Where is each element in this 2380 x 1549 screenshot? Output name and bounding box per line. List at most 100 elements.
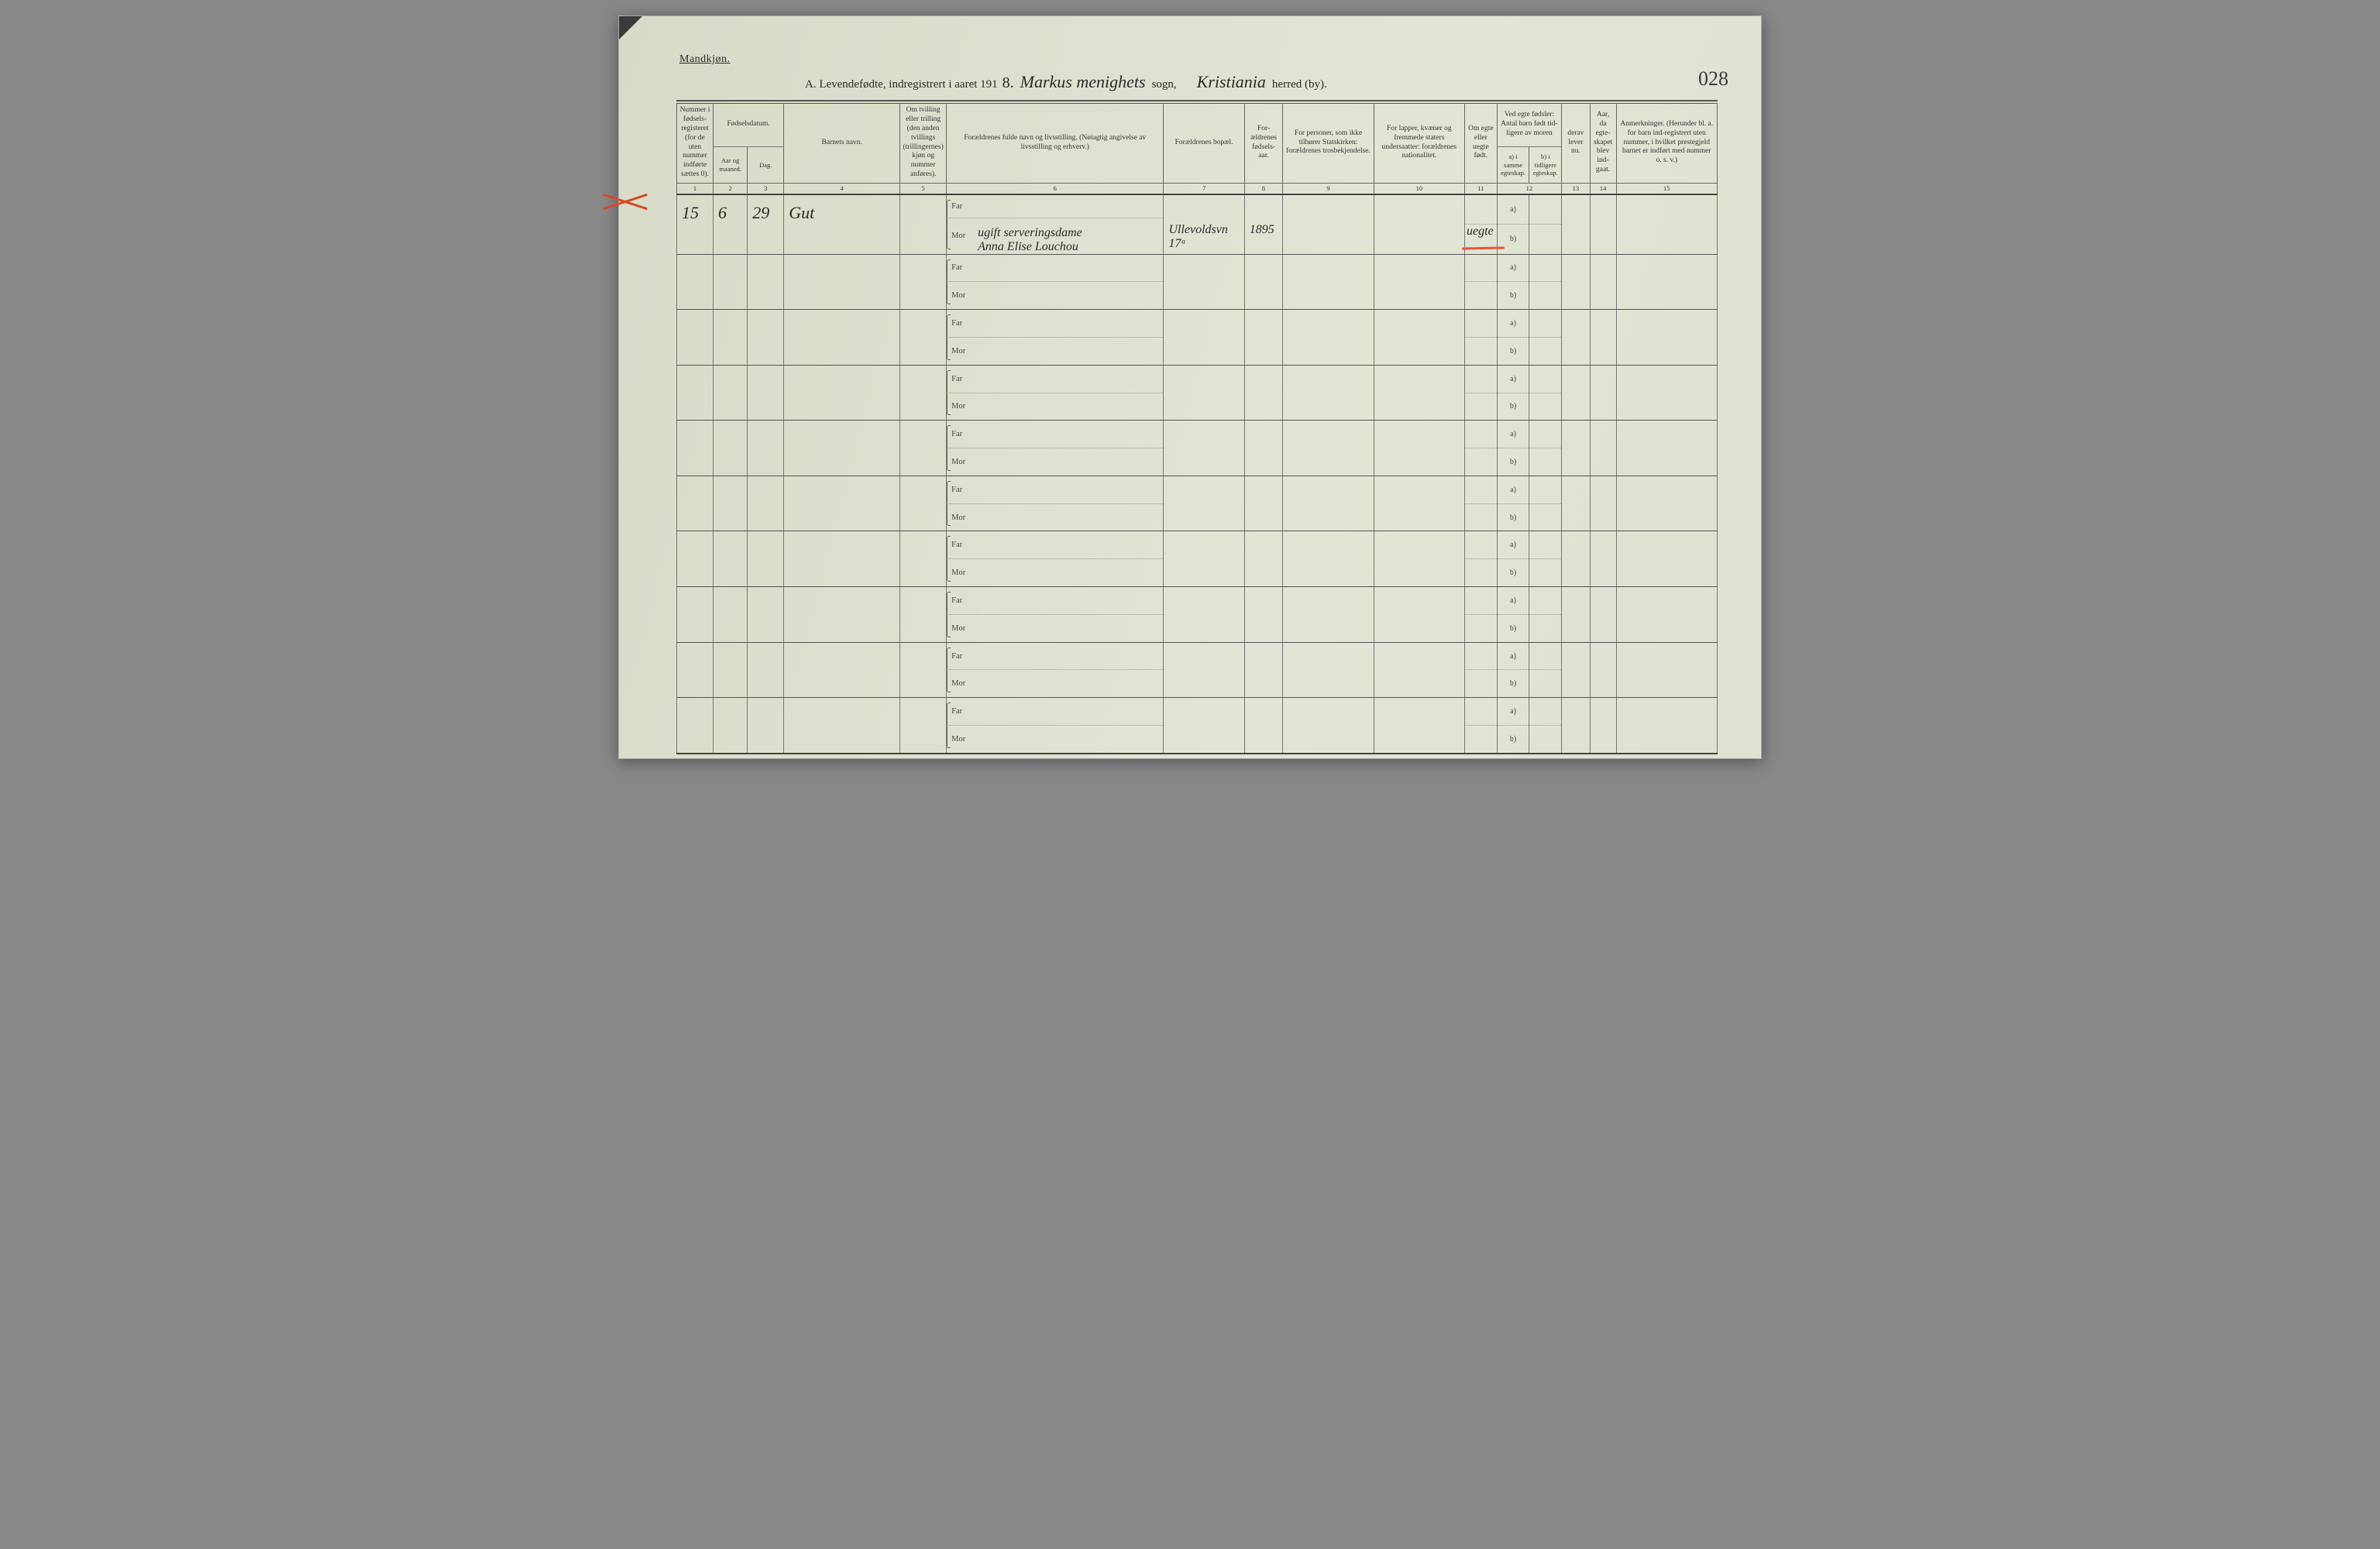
- cell-c1: 15: [677, 195, 713, 223]
- td-c9: [1283, 476, 1374, 531]
- far-label: Far: [951, 375, 973, 383]
- cell-c3: [748, 643, 783, 651]
- td-c14: [1590, 698, 1616, 754]
- td-c3: [748, 310, 784, 366]
- mor-text: ugift serveringsdameAnna Elise Louchou: [973, 218, 1087, 253]
- td-c1: [677, 476, 714, 531]
- td-c12b: [1529, 642, 1562, 698]
- td-c11: [1464, 254, 1497, 310]
- cell-c2: [714, 255, 747, 263]
- dark-corner: [619, 16, 642, 39]
- table-row: Far Mor a) b): [677, 365, 1718, 421]
- far-text: [973, 431, 982, 438]
- td-c3: [748, 476, 784, 531]
- mor-line: Mor: [947, 338, 1163, 365]
- c11-block: [1465, 421, 1497, 476]
- colnum-1: 1: [677, 184, 714, 194]
- farmor-block: Far Mor: [947, 310, 1163, 365]
- td-c5: [900, 254, 947, 310]
- mor-line: Mor: [947, 559, 1163, 586]
- td-c12a: a) b): [1497, 587, 1529, 643]
- farmor-block: Far Mor: [947, 476, 1163, 531]
- col-1-header: Nummer i fødsels-registeret (for de uten…: [677, 103, 714, 184]
- td-c2: [713, 587, 747, 643]
- td-c9: [1283, 587, 1374, 643]
- td-c14: [1590, 310, 1616, 366]
- ab-a: a): [1498, 698, 1529, 726]
- td-c2: [713, 698, 747, 754]
- ab-block: a) b): [1498, 255, 1529, 310]
- cell-c7: [1164, 366, 1243, 393]
- col-15-header: Anmerkninger. (Herunder bl. a. for barn …: [1616, 103, 1717, 184]
- td-c13: [1562, 365, 1591, 421]
- mor-text: [973, 569, 982, 577]
- td-c12a: a) b): [1497, 476, 1529, 531]
- td-c15: [1616, 476, 1717, 531]
- col-2a-header: Fødselsdatum.: [713, 103, 783, 146]
- ab-a: a): [1498, 643, 1529, 671]
- mor-line: Mor: [947, 504, 1163, 531]
- td-c3: [748, 642, 784, 698]
- td-c10: [1374, 365, 1464, 421]
- td-c1: [677, 365, 714, 421]
- table-header: Nummer i fødsels-registeret (for de uten…: [677, 103, 1718, 194]
- td-c9: [1283, 254, 1374, 310]
- table-row: Far Mor a) b): [677, 642, 1718, 698]
- c11-bot: [1465, 615, 1497, 642]
- far-text: [973, 264, 982, 272]
- td-c6: Far Mor: [947, 421, 1164, 476]
- colnum-2: 2: [713, 184, 747, 194]
- td-c12a: a) b): [1497, 194, 1529, 254]
- colnum-11: 11: [1464, 184, 1497, 194]
- cell-c7: [1164, 698, 1243, 726]
- mor-text: [973, 403, 982, 410]
- c11-bot: uegte: [1465, 225, 1497, 253]
- td-c7: [1164, 254, 1244, 310]
- td-c4: [784, 254, 900, 310]
- td-c5: [900, 642, 947, 698]
- table-row: 15629Gut Far Mor ugift serveringsdameAnn…: [677, 194, 1718, 254]
- far-line: Far: [947, 195, 1163, 219]
- cell-c7: [1164, 310, 1243, 338]
- cell-c3: [748, 531, 783, 539]
- cell-c1: [677, 531, 713, 539]
- td-c5: [900, 194, 947, 254]
- td-c4: [784, 476, 900, 531]
- mor-text: [973, 347, 982, 355]
- cell-c8: [1245, 698, 1283, 726]
- td-c10: [1374, 421, 1464, 476]
- td-c13: [1562, 531, 1591, 587]
- td-c8: [1244, 310, 1283, 366]
- far-label: Far: [951, 319, 973, 328]
- c12b-block: [1529, 310, 1561, 365]
- c11-top: [1465, 698, 1497, 726]
- td-c13: [1562, 421, 1591, 476]
- td-c3: 29: [748, 194, 784, 254]
- td-c5: [900, 587, 947, 643]
- mor-text: [973, 624, 982, 632]
- far-line: Far: [947, 310, 1163, 338]
- mor-label: Mor: [951, 624, 973, 633]
- cell-c1: [677, 366, 713, 373]
- col-5-header: Om tvilling eller trilling (den anden tv…: [900, 103, 947, 184]
- cell-c4: [784, 366, 899, 373]
- far-text: [973, 202, 982, 210]
- ab-block: a) b): [1498, 195, 1529, 254]
- td-c5: [900, 698, 947, 754]
- ab-b: b): [1498, 559, 1529, 586]
- cell-c8: [1245, 643, 1283, 671]
- td-c4: [784, 531, 900, 587]
- table-row: Far Mor a) b): [677, 587, 1718, 643]
- cell-c11: [1465, 392, 1468, 407]
- c11-bot: [1465, 338, 1497, 365]
- c11-top: [1465, 366, 1497, 393]
- c11-block: [1465, 587, 1497, 642]
- td-c8: [1244, 642, 1283, 698]
- td-c4: [784, 698, 900, 754]
- title-line: A. Levendefødte, indregistrert i aaret 1…: [805, 72, 1714, 92]
- c11-top: [1465, 195, 1497, 225]
- col-12b-header: b) i tidligere egteskap.: [1529, 146, 1562, 183]
- td-c12a: a) b): [1497, 698, 1529, 754]
- far-label: Far: [951, 596, 973, 605]
- colnum-10: 10: [1374, 184, 1464, 194]
